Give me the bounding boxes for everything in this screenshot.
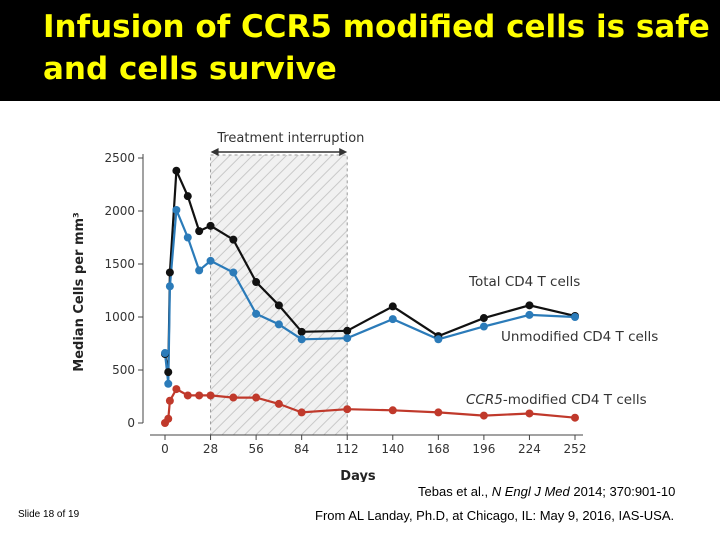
unmodified-cd4-series-point — [434, 335, 443, 344]
ccr5-modified-series-point — [195, 391, 204, 400]
x-tick-label: 0 — [161, 442, 169, 456]
total-cd4-series-point — [525, 301, 534, 310]
ccr5-rest: -modified CD4 T cells — [503, 392, 647, 408]
ccr5-modified-series-point — [388, 406, 397, 415]
unmodified-cd4-series-point — [206, 256, 215, 265]
total-cd4-series-point — [165, 268, 174, 277]
unmodified-cd4-series-point — [525, 310, 534, 319]
slide-number: Slide 18 of 19 — [18, 509, 80, 520]
unmodified-cd4-series-point — [229, 268, 238, 277]
slide-title: Infusion of CCR5 modified cells is safe … — [43, 6, 710, 90]
total-cd4-series-point — [274, 301, 283, 310]
total-cd4-series-point — [195, 227, 204, 236]
treatment-interruption-label: Treatment interruption — [216, 131, 364, 146]
y-axis-label: Median Cells per mm³ — [72, 212, 87, 371]
ccr5-modified-series-point — [229, 393, 238, 402]
total-cd4-series-point — [183, 192, 192, 201]
total-cd4-series-point — [479, 314, 488, 323]
unmodified-cd4-series-point — [571, 313, 579, 321]
y-tick-label: 2000 — [104, 204, 135, 218]
x-tick-label: 168 — [427, 442, 450, 456]
ccr5-modified-series-point — [165, 396, 174, 405]
x-tick-label: 224 — [518, 442, 541, 456]
total-cd4-series-point — [252, 278, 261, 287]
y-tick-label: 1000 — [104, 310, 135, 324]
unmodified-cd4-series-point — [195, 266, 204, 275]
y-tick-label: 0 — [127, 416, 135, 430]
cd4-chart: Treatment interruption 0 500 1000 1500 2000 25… — [72, 131, 658, 482]
ccr5-modified-series-point — [172, 385, 181, 394]
ccr5-modified-series-point — [434, 408, 443, 417]
unmodified-cd4-series-point — [172, 205, 181, 214]
total-cd4-series-point — [206, 221, 215, 230]
title-bar — [0, 0, 720, 101]
x-axis-label: Days — [340, 469, 376, 482]
unmodified-cd4-series-point — [297, 335, 306, 344]
unmodified-cd4-series-point — [343, 334, 352, 343]
unmodified-cd4-series-point — [165, 282, 174, 291]
total-cd4-series-point — [388, 302, 397, 311]
title-line-2: and cells survive — [43, 51, 337, 87]
x-tick-label: 28 — [203, 442, 218, 456]
unmodified-cd4-label: Unmodified CD4 T cells — [501, 329, 658, 345]
citation-rest: 2014; 370:901-10 — [569, 484, 676, 499]
title-line-1: Infusion of CCR5 modified cells is safe — [43, 9, 710, 45]
unmodified-cd4-series-point — [183, 233, 192, 242]
ccr5-modified-series-point — [164, 414, 173, 423]
treatment-interruption-region — [210, 154, 348, 436]
total-cd4-series-point — [297, 327, 306, 336]
source-note: From AL Landay, Ph.D, at Chicago, IL: Ma… — [315, 508, 675, 523]
ccr5-modified-series-point — [343, 405, 352, 414]
ccr5-modified-series-point — [206, 391, 215, 400]
ccr5-modified-series-point — [525, 409, 534, 418]
citation: Tebas et al., N Engl J Med 2014; 370:901… — [418, 484, 675, 499]
unmodified-cd4-series-point — [164, 379, 173, 388]
y-tick-label: 1500 — [104, 257, 135, 271]
total-cd4-series-point — [172, 166, 181, 175]
x-tick-label: 56 — [248, 442, 263, 456]
citation-journal: N Engl J Med — [491, 484, 570, 499]
total-cd4-series-point — [343, 326, 352, 335]
unmodified-cd4-series-point — [388, 315, 397, 324]
ccr5-italic: CCR5 — [466, 392, 503, 408]
arrow-head-right — [339, 148, 348, 156]
x-tick-label: 140 — [381, 442, 404, 456]
ccr5-modified-series-point — [479, 411, 488, 420]
total-cd4-series-point — [164, 368, 173, 377]
x-tick-label: 112 — [336, 442, 359, 456]
unmodified-cd4-series-point — [161, 349, 169, 358]
unmodified-cd4-series-point — [252, 309, 261, 318]
total-cd4-label: Total CD4 T cells — [468, 274, 580, 290]
ccr5-modified-series-point — [252, 393, 261, 402]
unmodified-cd4-series-point — [274, 320, 283, 329]
y-tick-label: 500 — [112, 363, 135, 377]
ccr5-modified-label: CCR5-modified CD4 T cells — [466, 392, 647, 408]
ccr5-modified-series-point — [183, 391, 192, 400]
x-tick-label: 84 — [294, 442, 309, 456]
total-cd4-series-point — [229, 235, 238, 244]
x-tick-label: 196 — [472, 442, 495, 456]
citation-authors: Tebas et al., — [418, 484, 492, 499]
ccr5-modified-series-point — [297, 408, 306, 417]
x-tick-label: 252 — [564, 442, 587, 456]
ccr5-modified-series-point — [571, 413, 579, 422]
unmodified-cd4-series-point — [479, 322, 488, 331]
y-tick-label: 2500 — [104, 151, 135, 165]
arrow-head-left — [210, 148, 219, 156]
ccr5-modified-series-point — [274, 399, 283, 408]
